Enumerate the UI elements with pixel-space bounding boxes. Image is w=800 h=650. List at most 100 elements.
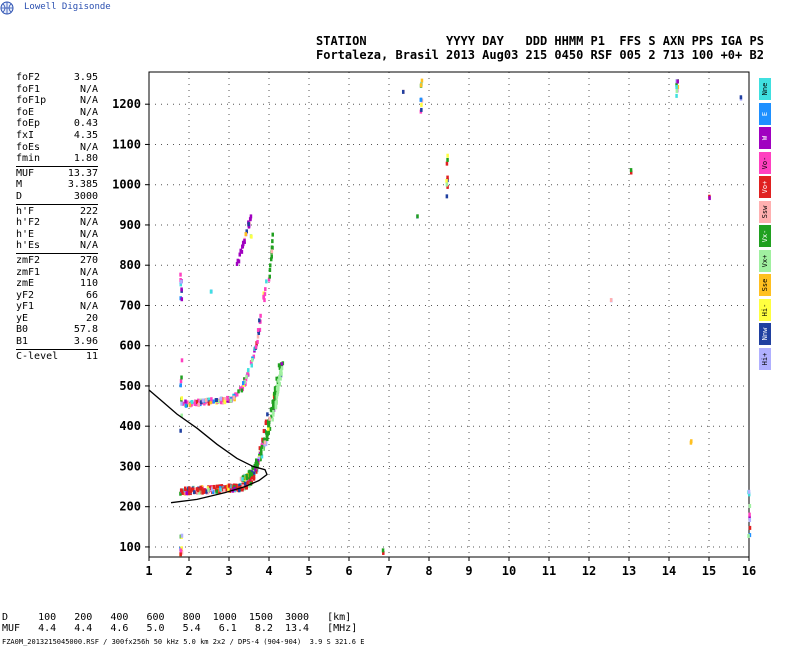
electron-density-profile (148, 389, 268, 504)
echo-point (272, 409, 275, 414)
echo-point (267, 431, 270, 436)
echo-point (416, 214, 419, 219)
echo-point (708, 196, 711, 201)
echo-point (245, 476, 249, 481)
param-value: 270 (79, 254, 98, 266)
echo-point (197, 403, 200, 408)
echo-point (232, 395, 236, 400)
echo-point (259, 457, 262, 462)
echo-point (219, 487, 222, 492)
echo-point (180, 297, 184, 302)
header-line-1: STATION YYYY DAY DDD HHMM P1 FFS S AXN P… (316, 34, 764, 48)
legend-label: Nnw (761, 327, 769, 341)
echo-point (220, 484, 224, 489)
echo-point (212, 399, 216, 404)
echo-point (609, 298, 613, 303)
echo-point (748, 517, 752, 522)
echo-point (245, 473, 248, 478)
echo-point (263, 440, 267, 445)
echo-point (272, 405, 275, 410)
echo-point (445, 179, 448, 184)
y-tick-label: 200 (119, 500, 141, 514)
echo-point (254, 467, 257, 472)
echo-point (273, 391, 277, 396)
echo-point (217, 399, 220, 404)
echo-point (181, 401, 185, 406)
echo-point (264, 287, 267, 292)
param-label: zmF1 (16, 266, 41, 278)
legend-label: W (761, 135, 769, 141)
echo-point (250, 357, 254, 362)
echo-point (208, 486, 212, 491)
x-tick-label: 2 (185, 564, 192, 578)
param-separator (16, 348, 98, 350)
echo-point (270, 249, 274, 254)
echo-point (235, 392, 239, 397)
echo-point (180, 533, 184, 538)
echo-point (241, 381, 245, 386)
param-label: B1 (16, 336, 29, 348)
legend-label: Sse (761, 278, 769, 292)
echo-point (270, 414, 273, 419)
echo-point (188, 402, 192, 407)
header-line-2: Fortaleza, Brasil 2013 Aug03 215 0450 RS… (316, 48, 764, 62)
param-value: 0.43 (73, 118, 98, 130)
echo-point (188, 486, 191, 491)
param-label: fxI (16, 129, 35, 141)
echo-point (269, 407, 273, 412)
echo-point (260, 442, 264, 447)
y-tick-label: 100 (119, 540, 141, 554)
echo-point (270, 254, 273, 259)
echo-point (271, 417, 274, 422)
echo-point (211, 489, 215, 494)
param-value: 66 (85, 289, 98, 301)
echo-point (180, 287, 183, 292)
echo-point (747, 489, 751, 494)
echo-point (240, 388, 244, 393)
legend-item: Hi+ (759, 347, 771, 370)
echo-point (401, 89, 405, 94)
echo-point (202, 488, 206, 493)
legend-label: E (761, 111, 769, 116)
echo-point (269, 257, 273, 262)
echo-point (235, 484, 239, 489)
echo-point (739, 95, 743, 100)
echo-point (195, 402, 198, 407)
echo-point (257, 330, 261, 335)
echo-point (185, 400, 189, 405)
echo-point (247, 483, 251, 488)
param-value: 13.37 (67, 167, 98, 179)
echo-point (748, 533, 752, 538)
echo-point (419, 83, 423, 88)
param-row: MUF 13.37 (16, 168, 98, 180)
y-tick-label: 700 (119, 298, 141, 312)
legend-label: Hi- (761, 303, 769, 316)
echo-point (254, 344, 258, 349)
echo-point (180, 550, 184, 555)
echo-point (179, 491, 182, 496)
legend-label: Vo- (761, 156, 769, 169)
echo-point (244, 382, 247, 387)
echo-point (256, 334, 260, 339)
echo-point (239, 476, 243, 481)
legend-item: Ssw (759, 200, 771, 223)
echo-point (229, 484, 232, 489)
param-label: yE (16, 312, 29, 324)
echo-point (241, 477, 244, 482)
echo-point (446, 153, 449, 158)
muf-table: D 100 200 400 600 800 1000 1500 3000 [km… (2, 612, 357, 634)
echo-point (180, 375, 183, 380)
echo-point (236, 258, 240, 263)
echo-point (275, 376, 278, 381)
echo-point (195, 400, 199, 405)
echo-point (241, 244, 244, 249)
echo-point (629, 168, 633, 173)
echo-point (278, 374, 281, 379)
echo-point (223, 397, 227, 402)
echo-point (277, 363, 281, 368)
echo-point (247, 368, 250, 373)
y-tick-label: 1000 (112, 178, 141, 192)
echo-point (248, 481, 251, 486)
echo-point (420, 107, 423, 112)
param-row: foEs N/A (16, 142, 98, 154)
